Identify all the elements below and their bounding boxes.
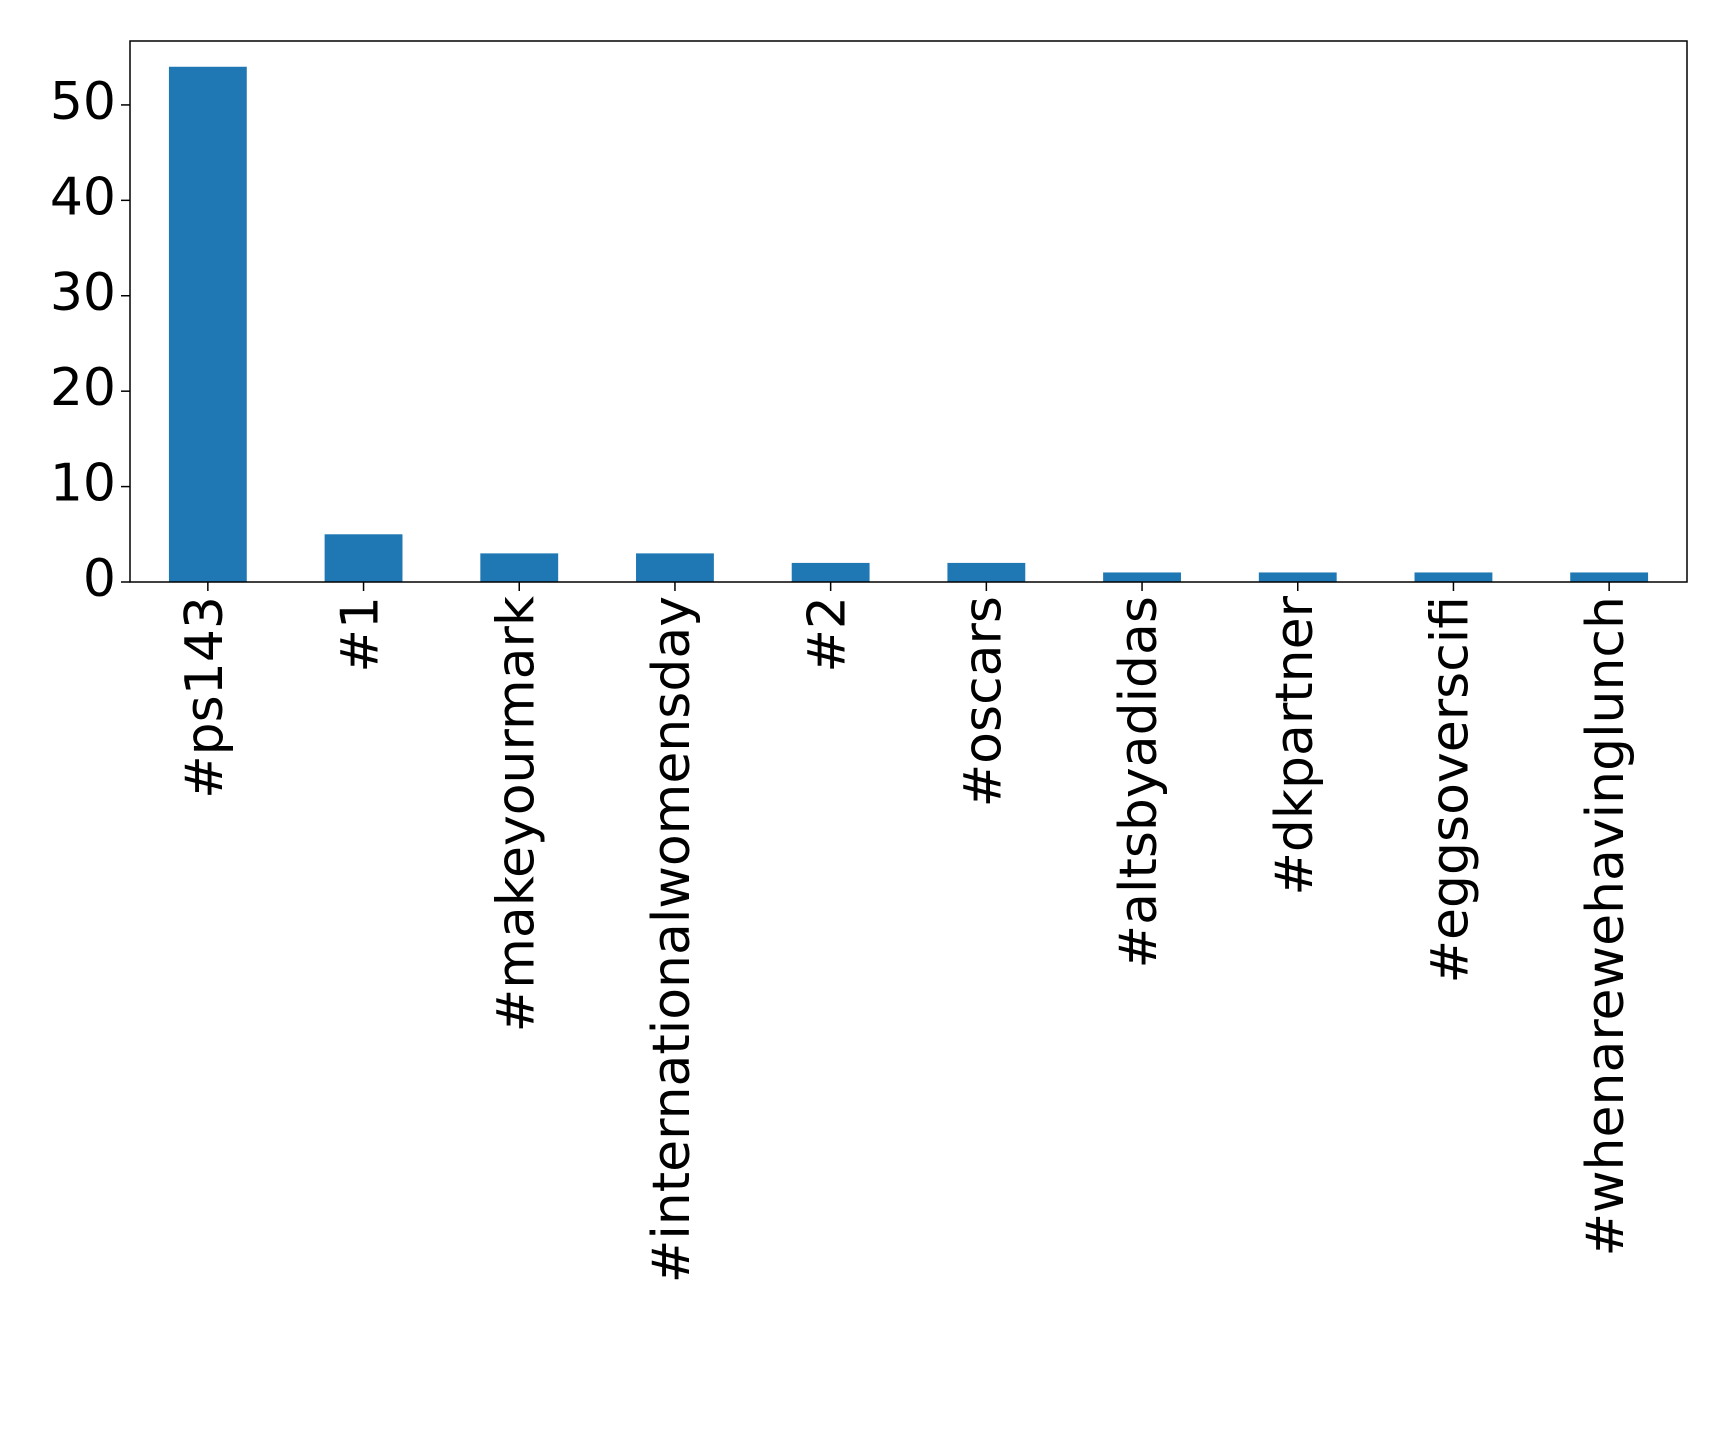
y-tick-label: 40 [50, 167, 116, 227]
y-tick-label: 50 [50, 72, 116, 132]
bar [947, 562, 1026, 582]
bar [480, 553, 559, 582]
y-tick-label: 0 [83, 549, 116, 609]
x-tick-label: #1 [331, 596, 391, 673]
x-tick-label: #altsbyadidas [1109, 596, 1169, 968]
x-tick-label: #makeyourmark [486, 596, 546, 1032]
bar [791, 562, 870, 582]
x-tick-label: #whenarewehavinglunch [1576, 596, 1636, 1257]
bar [1103, 572, 1181, 582]
y-tick-label: 10 [50, 454, 116, 514]
x-tick-label: #2 [798, 596, 858, 673]
bar [324, 534, 403, 582]
bar [1570, 572, 1649, 582]
x-tick-label: #internationalwomensday [642, 596, 702, 1283]
bar [636, 553, 714, 582]
y-tick-label: 30 [50, 263, 116, 323]
x-tick-label: #dkpartner [1265, 595, 1325, 895]
x-tick-label: #oscars [953, 596, 1013, 807]
y-tick-label: 20 [50, 358, 116, 418]
x-tick-label: #ps143 [175, 596, 235, 799]
bar [1258, 572, 1337, 582]
x-tick-label: #eggsoverscifi [1420, 596, 1480, 984]
plot-frame [129, 40, 1688, 583]
bar [168, 66, 247, 582]
bar [1414, 572, 1493, 582]
